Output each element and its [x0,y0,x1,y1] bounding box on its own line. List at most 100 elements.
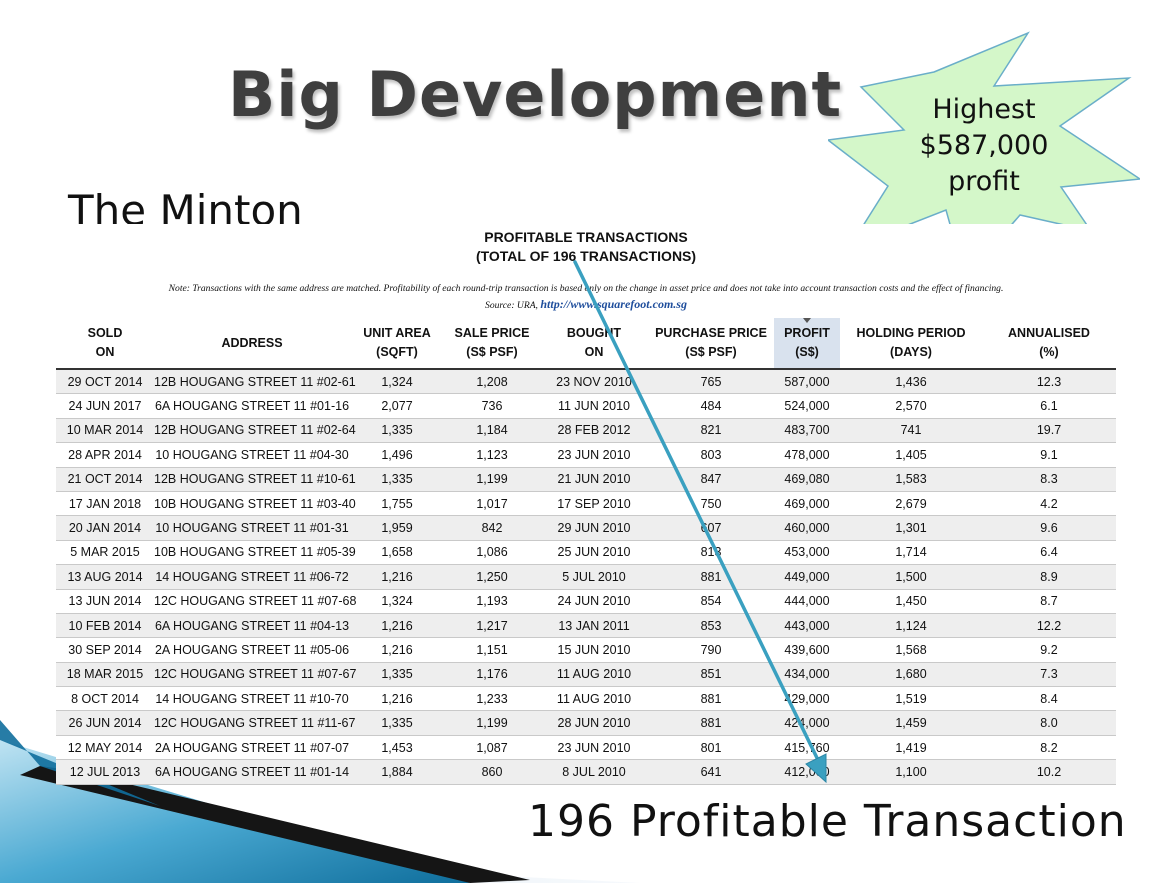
starburst-callout-text: Highest $587,000 profit [880,92,1088,200]
column-header-sold-on[interactable]: SOLD ON [56,318,154,370]
cell-unit-area: 1,335 [350,662,444,688]
table-row: 18 MAR 2015 12C HOUGANG STREET 11 #07-67 1… [56,662,1116,688]
cell-profit: 469,000 [774,491,840,517]
table-row: 30 SEP 2014 2A HOUGANG STREET 11 #05-06 1,… [56,637,1116,663]
column-header-purchase-price[interactable]: PURCHASE PRICE (S$ PSF) [648,318,774,370]
column-header-profit[interactable]: PROFIT (S$) [774,318,840,370]
cell-address: 10 HOUGANG STREET 11 #01-31 [154,515,350,541]
cell-unit-area: 1,216 [350,686,444,712]
cell-sold-on: 8 OCT 2014 [56,686,154,712]
cell-holding-period: 1,714 [840,540,982,566]
starburst-line: $587,000 [919,130,1049,161]
cell-unit-area: 2,077 [350,393,444,419]
cell-sold-on: 13 AUG 2014 [56,564,154,590]
cell-bought-on: 29 JUN 2010 [540,515,648,541]
cell-address: 12C HOUGANG STREET 11 #11-67 [154,710,355,736]
cell-unit-area: 1,335 [350,710,444,736]
column-header-address[interactable]: ADDRESS [154,318,350,370]
cell-address: 12B HOUGANG STREET 11 #10-61 [154,467,356,492]
cell-sold-on: 26 JUN 2014 [56,710,154,736]
cell-annualised: 8.3 [982,467,1116,492]
cell-profit: 434,000 [774,662,840,688]
column-header-line: (S$) [795,345,819,359]
cell-purchase-price: 765 [648,369,774,395]
cell-annualised: 4.2 [982,491,1116,517]
cell-purchase-price: 881 [648,686,774,712]
cell-annualised: 8.2 [982,735,1116,761]
cell-annualised: 12.2 [982,613,1116,639]
cell-unit-area: 1,335 [350,418,444,444]
column-header-annualised[interactable]: ANNUALISED (%) [982,318,1116,370]
document-heading-line: PROFITABLE TRANSACTIONS [484,229,688,245]
cell-unit-area: 1,453 [350,735,444,761]
cell-address: 12C HOUGANG STREET 11 #07-68 [154,589,356,614]
cell-address: 6A HOUGANG STREET 11 #04-13 [154,613,350,639]
cell-bought-on: 24 JUN 2010 [540,589,648,614]
cell-annualised: 7.3 [982,662,1116,688]
cell-purchase-price: 750 [648,491,774,517]
cell-bought-on: 11 AUG 2010 [540,662,648,688]
cell-annualised: 9.1 [982,442,1116,468]
cell-unit-area: 1,335 [350,467,444,492]
cell-annualised: 19.7 [982,418,1116,444]
cell-address: 2A HOUGANG STREET 11 #07-07 [154,735,350,761]
cell-sold-on: 10 MAR 2014 [56,418,154,444]
cell-sale-price: 1,087 [444,735,540,761]
table-header-row: SOLD ON ADDRESS UNIT AREA (SQFT) SALE PRIC… [56,318,1116,370]
cell-sold-on: 12 MAY 2014 [56,735,154,761]
cell-purchase-price: 821 [648,418,774,444]
cell-annualised: 9.6 [982,515,1116,541]
cell-annualised: 8.0 [982,710,1116,736]
cell-unit-area: 1,496 [350,442,444,468]
column-header-line: (S$ PSF) [466,345,518,359]
cell-bought-on: 8 JUL 2010 [540,759,648,785]
cell-unit-area: 1,324 [350,369,444,395]
column-header-line: ADDRESS [221,335,283,350]
transactions-table: SOLD ON ADDRESS UNIT AREA (SQFT) SALE PRIC… [56,318,1116,785]
cell-purchase-price: 854 [648,589,774,614]
cell-holding-period: 1,500 [840,564,982,590]
document-heading-line: (TOTAL OF 196 TRANSACTIONS) [475,248,697,264]
column-header-sale-price[interactable]: SALE PRICE (S$ PSF) [444,318,540,370]
cell-address: 14 HOUGANG STREET 11 #06-72 [154,564,350,590]
column-header-bought-on[interactable]: BOUGHT ON [540,318,648,370]
cell-profit: 424,000 [774,710,840,736]
cell-annualised: 8.9 [982,564,1116,590]
table-row: 5 MAR 2015 10B HOUGANG STREET 11 #05-39 1,… [56,540,1116,566]
cell-sale-price: 1,250 [444,564,540,590]
column-header-line: HOLDING PERIOD [856,326,966,340]
table-row: 26 JUN 2014 12C HOUGANG STREET 11 #11-67 1… [56,710,1116,736]
cell-sold-on: 13 JUN 2014 [56,589,154,614]
cell-sale-price: 1,199 [444,710,540,736]
sort-down-icon [803,318,811,323]
cell-profit: 478,000 [774,442,840,468]
cell-bought-on: 11 JUN 2010 [540,393,648,419]
cell-holding-period: 1,301 [840,515,982,541]
column-header-holding-period[interactable]: HOLDING PERIOD (DAYS) [840,318,982,370]
transactions-table-body: 29 OCT 2014 12B HOUGANG STREET 11 #02-61 1… [56,369,1116,785]
cell-holding-period: 1,436 [840,369,982,395]
cell-bought-on: 15 JUN 2010 [540,637,648,663]
source-link[interactable]: http://www.squarefoot.com.sg [540,297,687,311]
cell-holding-period: 1,459 [840,710,982,736]
cell-unit-area: 1,216 [350,564,444,590]
cell-sale-price: 860 [444,759,540,785]
cell-sale-price: 1,199 [444,467,540,492]
cell-sale-price: 1,017 [444,491,540,517]
cell-sold-on: 30 SEP 2014 [56,637,154,663]
slide-title: Big Development [228,58,843,131]
starburst-callout-icon [828,31,1140,280]
column-header-unit-area[interactable]: UNIT AREA (SQFT) [350,318,444,370]
cell-address: 12C HOUGANG STREET 11 #07-67 [154,662,356,688]
cell-profit: 524,000 [774,393,840,419]
cell-sale-price: 1,176 [444,662,540,688]
cell-sold-on: 17 JAN 2018 [56,491,154,517]
cell-profit: 443,000 [774,613,840,639]
cell-purchase-price: 484 [648,393,774,419]
cell-bought-on: 13 JAN 2011 [540,613,648,639]
cell-bought-on: 23 JUN 2010 [540,735,648,761]
column-header-line: SALE PRICE [454,326,530,340]
cell-sold-on: 12 JUL 2013 [56,759,154,785]
column-header-line: PURCHASE PRICE [655,326,767,340]
cell-annualised: 8.4 [982,686,1116,712]
